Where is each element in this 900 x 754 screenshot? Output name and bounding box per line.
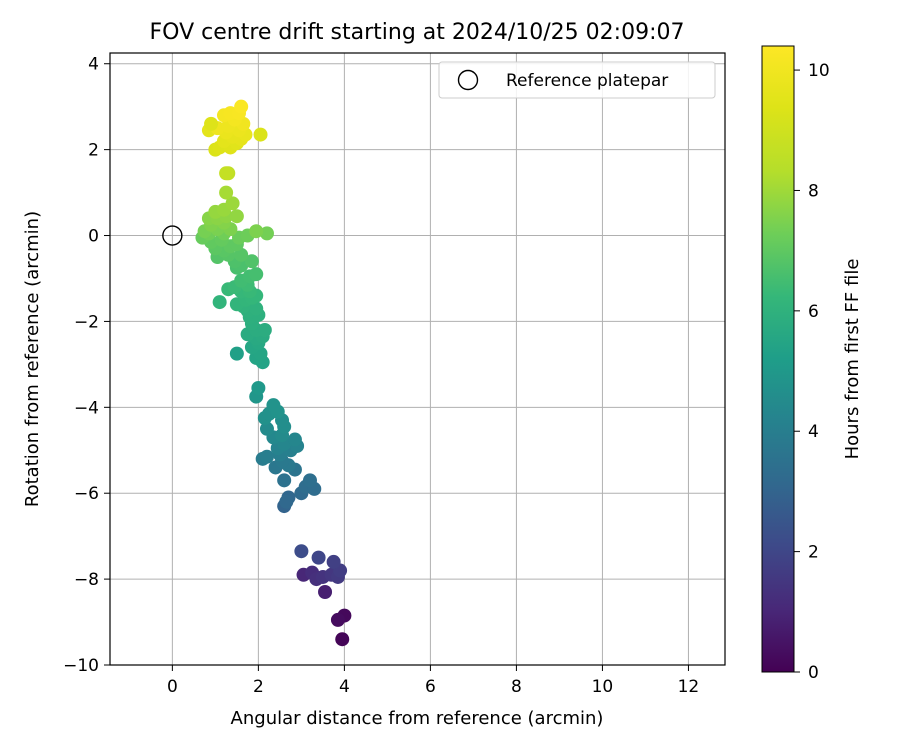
scatter-point (234, 247, 249, 262)
x-axis-ticks: 0 2 4 6 8 10 12 (167, 665, 699, 697)
scatter-point (249, 301, 264, 316)
plot-frame (109, 52, 726, 666)
y-tick-label: −8 (74, 570, 99, 590)
chart-title: FOV centre drift starting at 2024/10/25 … (150, 20, 685, 45)
colorbar-gradient (761, 45, 795, 673)
colorbar-tick-label: 4 (808, 422, 819, 442)
x-tick-label: 0 (167, 677, 178, 697)
x-tick-label: 12 (678, 677, 700, 697)
scatter-point (249, 267, 264, 282)
scatter-point (229, 209, 244, 224)
y-tick-label: 4 (88, 55, 99, 75)
scatter-point (335, 632, 350, 647)
y-tick-label: −4 (74, 398, 99, 418)
scatter-point (257, 323, 272, 338)
scatter-point (234, 99, 249, 114)
x-axis-label: Angular distance from reference (arcmin) (231, 708, 604, 729)
scatter-point (287, 432, 302, 447)
colorbar-tick-label: 0 (808, 663, 819, 683)
x-tick-label: 6 (425, 677, 436, 697)
scatter-point (249, 224, 264, 239)
scatter-point (277, 473, 292, 488)
scatter-point (244, 254, 259, 269)
colorbar-tick-label: 2 (808, 543, 819, 563)
x-tick-label: 10 (592, 677, 614, 697)
x-tick-label: 8 (511, 677, 522, 697)
scatter-point (294, 544, 309, 559)
scatter-point (279, 494, 294, 509)
scatter-point (251, 380, 266, 395)
scatter-point (259, 421, 274, 436)
legend-label: Reference platepar (506, 71, 668, 91)
y-axis-label: Rotation from reference (arcmin) (22, 211, 43, 507)
reference-platepar-marker (162, 225, 183, 246)
scatter-point (259, 226, 274, 241)
colorbar-tick-label: 6 (808, 302, 819, 322)
scatter-point (330, 612, 345, 627)
y-axis-ticks: −10 −8 −6 −4 −2 0 2 4 (63, 55, 110, 676)
y-tick-label: 2 (88, 141, 99, 161)
scatter-point (311, 550, 326, 565)
scatter-point (219, 166, 234, 181)
legend: Reference platepar (438, 61, 716, 99)
y-tick-label: −6 (74, 484, 99, 504)
scatter-points (195, 99, 352, 647)
colorbar-ticks: 0 2 4 6 8 10 (794, 61, 830, 683)
scatter-point (229, 346, 244, 361)
y-gridlines (110, 63, 725, 666)
scatter-point (259, 449, 274, 464)
legend-box (438, 61, 716, 99)
scatter-point (266, 398, 281, 413)
scatter-point (204, 116, 219, 131)
colorbar-tick-label: 8 (808, 181, 819, 201)
y-tick-label: −2 (74, 312, 99, 332)
scatter-point (253, 127, 268, 142)
legend-open-circle-icon (457, 69, 479, 91)
scatter-point (318, 584, 333, 599)
scatter-point (212, 295, 227, 310)
x-tick-label: 2 (253, 677, 264, 697)
colorbar-tick-label: 10 (808, 61, 830, 81)
x-tick-label: 4 (339, 677, 350, 697)
scatter-point (326, 554, 341, 569)
y-tick-label: 0 (88, 227, 99, 247)
scatter-point (302, 473, 317, 488)
scatter-point (225, 196, 240, 211)
scatter-point (219, 185, 234, 200)
x-gridlines (171, 53, 689, 665)
colorbar: 0 2 4 6 8 10 Hours from first FF file (761, 45, 863, 683)
colorbar-label: Hours from first FF file (842, 259, 863, 460)
y-tick-label: −10 (63, 656, 99, 676)
